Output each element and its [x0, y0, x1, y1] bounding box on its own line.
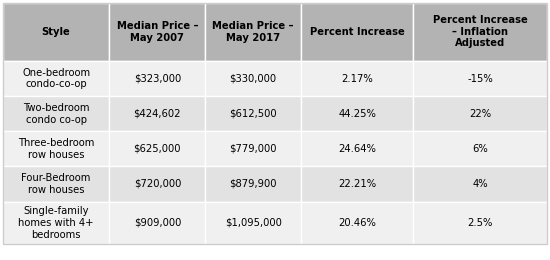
Bar: [3, 96, 109, 131]
Text: Median Price –
May 2017: Median Price – May 2017: [212, 21, 294, 43]
Bar: [413, 202, 547, 244]
Text: $330,000: $330,000: [229, 74, 277, 84]
Bar: [413, 3, 547, 61]
Text: $625,000: $625,000: [134, 144, 181, 154]
Text: $720,000: $720,000: [134, 179, 181, 189]
Text: $424,602: $424,602: [134, 109, 181, 119]
Bar: [301, 131, 413, 166]
Bar: [301, 96, 413, 131]
Bar: [109, 61, 205, 96]
Bar: [413, 131, 547, 166]
Text: 22.21%: 22.21%: [338, 179, 376, 189]
Bar: [109, 131, 205, 166]
Bar: [109, 166, 205, 202]
Bar: [301, 202, 413, 244]
Bar: [301, 61, 413, 96]
Bar: [3, 202, 109, 244]
Bar: [3, 3, 109, 61]
Text: $323,000: $323,000: [134, 74, 181, 84]
Bar: [413, 61, 547, 96]
Text: 22%: 22%: [469, 109, 491, 119]
Bar: [109, 3, 205, 61]
Text: Three-bedroom
row houses: Three-bedroom row houses: [18, 138, 94, 160]
Bar: [205, 61, 301, 96]
Bar: [3, 131, 109, 166]
Text: 20.46%: 20.46%: [338, 218, 376, 228]
Bar: [3, 166, 109, 202]
Bar: [3, 61, 109, 96]
Bar: [413, 166, 547, 202]
Text: Four-Bedroom
row houses: Four-Bedroom row houses: [21, 173, 91, 195]
Bar: [205, 202, 301, 244]
Text: 24.64%: 24.64%: [338, 144, 376, 154]
Text: $909,000: $909,000: [134, 218, 181, 228]
Text: Two-bedroom
condo co-op: Two-bedroom condo co-op: [23, 103, 89, 125]
Text: -15%: -15%: [468, 74, 493, 84]
Text: $612,500: $612,500: [229, 109, 277, 119]
Text: 44.25%: 44.25%: [338, 109, 376, 119]
Bar: [205, 131, 301, 166]
Text: 2.5%: 2.5%: [468, 218, 493, 228]
Bar: [205, 3, 301, 61]
Bar: [205, 96, 301, 131]
Text: Style: Style: [42, 27, 70, 37]
Text: Median Price –
May 2007: Median Price – May 2007: [117, 21, 198, 43]
Bar: [413, 96, 547, 131]
Text: 2.17%: 2.17%: [341, 74, 373, 84]
Text: Percent Increase
– Inflation
Adjusted: Percent Increase – Inflation Adjusted: [433, 15, 527, 48]
Text: Single-family
homes with 4+
bedrooms: Single-family homes with 4+ bedrooms: [18, 206, 94, 239]
Text: $1,095,000: $1,095,000: [224, 218, 282, 228]
Bar: [205, 166, 301, 202]
Bar: [301, 166, 413, 202]
Text: $879,900: $879,900: [229, 179, 277, 189]
Text: 6%: 6%: [472, 144, 488, 154]
Bar: [301, 3, 413, 61]
Text: One-bedroom
condo-co-op: One-bedroom condo-co-op: [22, 68, 90, 89]
Text: Percent Increase: Percent Increase: [310, 27, 404, 37]
Text: 4%: 4%: [472, 179, 488, 189]
Bar: [109, 202, 205, 244]
Bar: [109, 96, 205, 131]
Text: $779,000: $779,000: [229, 144, 277, 154]
